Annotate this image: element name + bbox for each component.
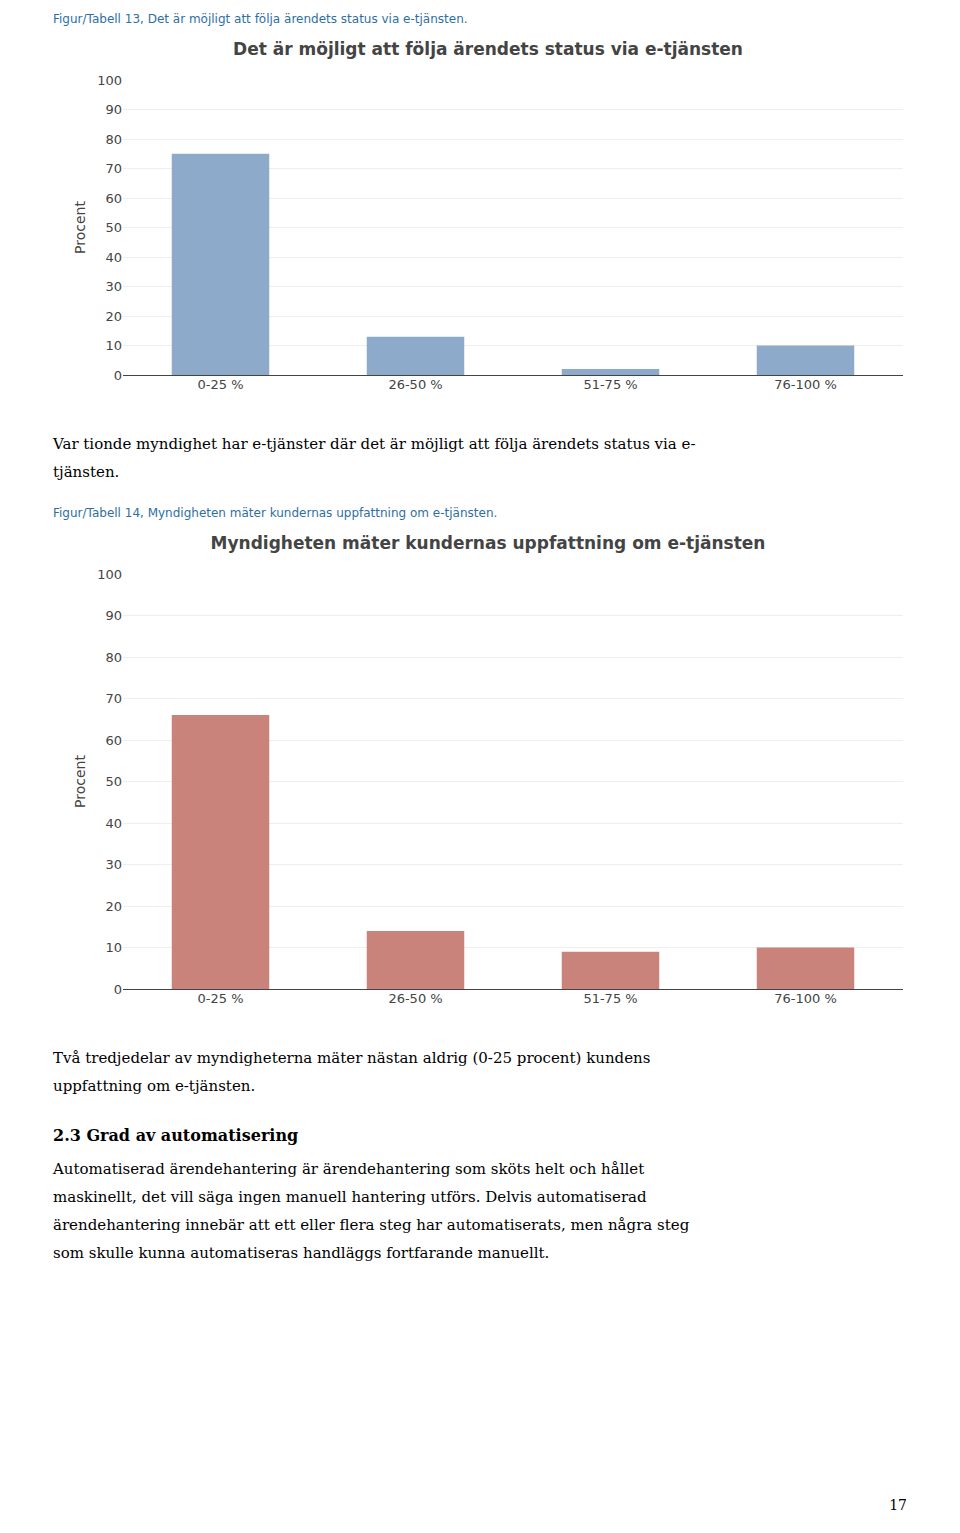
svg-text:0: 0 <box>114 368 122 383</box>
svg-text:10: 10 <box>105 338 122 353</box>
html-text:som skulle kunna automatiseras: som skulle kunna automatiseras handläggs… <box>53 1244 550 1262</box>
html-text:17: 17 <box>889 1497 907 1513</box>
svg-text:0: 0 <box>114 982 122 997</box>
svg-text:Procent: Procent <box>72 755 88 808</box>
svg-text:51-75 %: 51-75 % <box>583 377 637 392</box>
svg-text:30: 30 <box>105 857 122 872</box>
svg-text:Myndigheten mäter kundernas up: Myndigheten mäter kundernas uppfattning … <box>211 533 766 553</box>
svg-text:100: 100 <box>97 73 122 88</box>
svg-text:76-100 %: 76-100 % <box>774 991 837 1006</box>
html-text:tjänsten.: tjänsten. <box>53 463 120 481</box>
svg-text:20: 20 <box>105 309 122 324</box>
svg-text:90: 90 <box>105 102 122 117</box>
svg-text:Det är möjligt att följa ärend: Det är möjligt att följa ärendets status… <box>233 39 743 59</box>
svg-text:70: 70 <box>105 691 122 706</box>
html-text:Automatiserad ärendehantering: Automatiserad ärendehantering är ärendeh… <box>53 1160 645 1178</box>
svg-text:60: 60 <box>105 733 122 748</box>
svg-text:20: 20 <box>105 899 122 914</box>
svg-text:60: 60 <box>105 191 122 206</box>
html-text:Två tredjedelar av myndigheter: Två tredjedelar av myndigheterna mäter n… <box>53 1049 651 1067</box>
svg-text:26-50 %: 26-50 % <box>388 991 442 1006</box>
svg-text:50: 50 <box>105 220 122 235</box>
html-text:ärendehantering innebär att et: ärendehantering innebär att ett eller fl… <box>53 1216 690 1234</box>
svg-text:Procent: Procent <box>72 201 88 254</box>
html-text:maskinellt, det vill säga inge: maskinellt, det vill säga ingen manuell … <box>53 1188 647 1206</box>
svg-text:100: 100 <box>97 567 122 582</box>
svg-text:50: 50 <box>105 774 122 789</box>
svg-text:70: 70 <box>105 161 122 176</box>
svg-text:76-100 %: 76-100 % <box>774 377 837 392</box>
html-text:Figur/Tabell 13, Det är möjlig: Figur/Tabell 13, Det är möjligt att följ… <box>53 12 468 26</box>
html-text:Var tionde myndighet har e-tjä: Var tionde myndighet har e-tjänster där … <box>53 435 696 453</box>
svg-text:30: 30 <box>105 279 122 294</box>
svg-text:40: 40 <box>105 816 122 831</box>
svg-text:26-50 %: 26-50 % <box>388 377 442 392</box>
svg-text:10: 10 <box>105 940 122 955</box>
svg-text:90: 90 <box>105 608 122 623</box>
html-text:uppfattning om e-tjänsten.: uppfattning om e-tjänsten. <box>53 1077 256 1095</box>
html-text:Figur/Tabell 14, Myndigheten m: Figur/Tabell 14, Myndigheten mäter kunde… <box>53 506 498 520</box>
svg-text:80: 80 <box>105 650 122 665</box>
svg-text:80: 80 <box>105 132 122 147</box>
svg-text:0-25 %: 0-25 % <box>198 377 244 392</box>
svg-text:40: 40 <box>105 250 122 265</box>
svg-text:0-25 %: 0-25 % <box>198 991 244 1006</box>
html-text:2.3 Grad av automatisering: 2.3 Grad av automatisering <box>53 1126 299 1145</box>
svg-text:51-75 %: 51-75 % <box>583 991 637 1006</box>
